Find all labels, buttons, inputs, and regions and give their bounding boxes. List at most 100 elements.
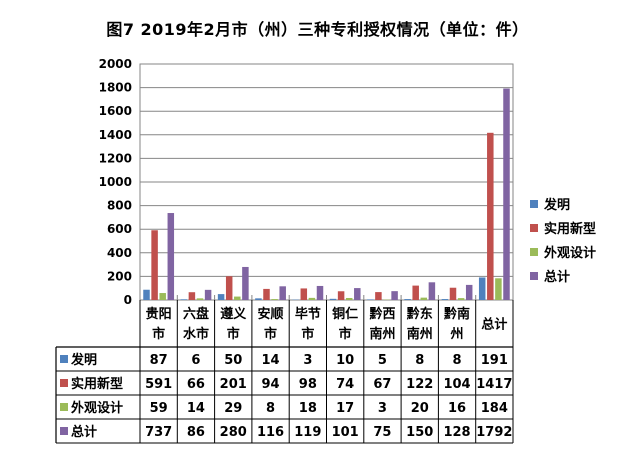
table-legend-key	[60, 355, 68, 363]
bar-3-3	[279, 286, 286, 300]
table-cell-value: 50	[224, 353, 242, 368]
bar-0-7	[404, 299, 411, 300]
bar-1-0	[151, 230, 158, 300]
y-tick-label: 1400	[99, 128, 132, 142]
table-cell-value: 20	[411, 401, 429, 416]
table-legend-key	[60, 379, 68, 387]
y-tick-label: 400	[107, 246, 132, 260]
legend-key-0	[530, 200, 538, 208]
y-tick-label: 800	[107, 199, 132, 213]
table-series-label: 外观设计	[70, 400, 123, 416]
table-cell-value: 116	[257, 425, 284, 440]
table-cell-value: 16	[448, 401, 466, 416]
x-category-label: 黔东	[407, 306, 433, 322]
table-cell-value: 1792	[476, 425, 512, 440]
legend-key-1	[530, 224, 538, 232]
x-category-label: 安顺	[258, 306, 284, 322]
bar-2-2	[234, 296, 241, 300]
table-cell-value: 86	[187, 425, 205, 440]
x-category-label: 州	[450, 327, 464, 342]
table-series-label: 总计	[71, 424, 97, 440]
table-cell-value: 8	[266, 401, 275, 416]
x-category-label: 市	[301, 326, 314, 342]
y-tick-label: 1800	[99, 81, 132, 95]
x-category-label: 市	[227, 326, 240, 342]
bar-0-9	[478, 277, 486, 300]
bar-3-5	[354, 288, 361, 300]
bar-0-2	[217, 294, 225, 300]
table-cell-value: 122	[406, 377, 433, 392]
table-cell-value: 75	[373, 425, 391, 440]
bar-3-6	[391, 291, 398, 300]
x-category-label: 南州	[369, 326, 395, 342]
table-cell-value: 1417	[476, 377, 512, 392]
table-legend-key	[60, 427, 68, 435]
table-cell-value: 104	[443, 377, 470, 392]
table-series-label: 实用新型	[71, 376, 123, 392]
bar-0-1	[180, 299, 188, 300]
table-cell-value: 87	[150, 353, 168, 368]
x-category-label: 黔西	[369, 306, 395, 322]
y-tick-label: 2000	[99, 57, 132, 71]
x-category-label: 市	[264, 326, 277, 342]
bar-1-1	[188, 292, 196, 300]
bar-0-3	[255, 298, 262, 300]
table-cell-value: 128	[443, 425, 470, 440]
table-cell-value: 191	[481, 353, 508, 368]
table-cell-value: 8	[453, 353, 462, 368]
bar-2-1	[196, 298, 204, 300]
x-category-label: 贵阳	[146, 306, 172, 322]
table-cell-value: 184	[481, 401, 508, 416]
bar-2-3	[271, 299, 278, 300]
bar-3-8	[465, 284, 473, 300]
x-category-label: 水市	[183, 326, 209, 342]
bar-1-8	[449, 287, 457, 300]
bar-0-6	[367, 299, 374, 300]
table-cell-value: 94	[262, 377, 280, 392]
bar-1-5	[337, 291, 345, 300]
table-cell-value: 3	[303, 353, 312, 368]
table-cell-value: 14	[262, 353, 280, 368]
table-cell-value: 5	[378, 353, 387, 368]
bar-2-8	[457, 298, 465, 300]
legend-label-2: 外观设计	[543, 245, 596, 261]
bar-1-4	[300, 288, 308, 300]
table-legend-key	[60, 403, 68, 411]
legend-key-2	[530, 248, 538, 256]
table-cell-value: 18	[299, 401, 317, 416]
x-category-label: 市	[339, 326, 352, 342]
bar-2-5	[345, 297, 353, 300]
bar-3-7	[428, 282, 436, 300]
bar-3-1	[204, 289, 212, 300]
bar-3-9	[503, 88, 510, 300]
table-cell-value: 737	[145, 425, 172, 440]
x-category-label: 市	[152, 326, 165, 342]
table-cell-value: 74	[336, 377, 354, 392]
table-cell-value: 8	[415, 353, 424, 368]
legend-label-3: 总计	[544, 269, 570, 285]
y-tick-label: 1200	[99, 151, 132, 165]
table-cell-value: 591	[145, 377, 172, 392]
bar-0-8	[441, 299, 449, 300]
bar-1-2	[225, 276, 233, 300]
table-series-label: 发明	[70, 352, 97, 368]
table-cell-value: 98	[299, 377, 317, 392]
x-category-label: 毕节	[295, 306, 321, 322]
bar-2-9	[495, 278, 502, 300]
x-category-label: 总计	[481, 317, 507, 333]
bar-3-2	[242, 266, 249, 300]
x-category-label: 黔南	[444, 306, 470, 322]
bar-3-0	[167, 213, 175, 300]
bar-2-0	[159, 293, 166, 300]
legend-key-3	[530, 272, 538, 280]
table-cell-value: 3	[378, 401, 387, 416]
table-cell-value: 67	[373, 377, 391, 392]
table-cell-value: 29	[224, 401, 242, 416]
bar-0-0	[143, 289, 150, 300]
table-cell-value: 10	[336, 353, 354, 368]
bar-1-6	[375, 292, 382, 300]
y-tick-label: 1000	[99, 175, 132, 189]
x-category-label: 遵义	[220, 306, 247, 322]
bar-3-4	[316, 285, 324, 300]
